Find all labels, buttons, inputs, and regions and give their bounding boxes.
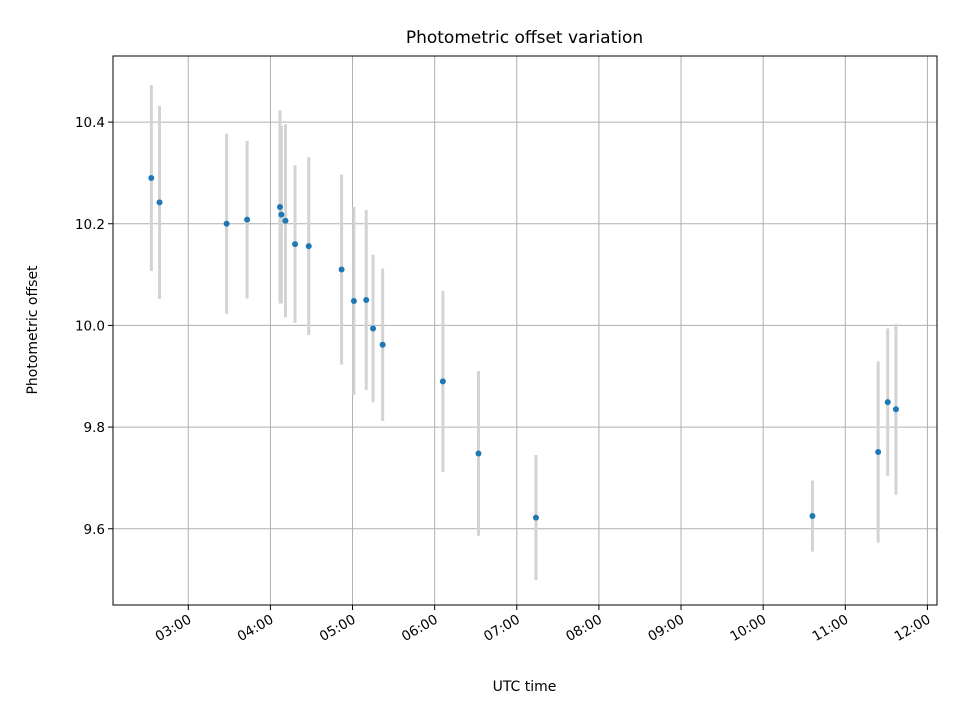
data-point — [282, 217, 289, 224]
point-layer — [148, 175, 899, 521]
plot-frame — [112, 55, 938, 606]
y-tick-label: 10.2 — [75, 217, 105, 233]
grid-layer — [113, 56, 937, 605]
y-axis-label: Photometric offset — [25, 265, 41, 395]
data-point — [370, 325, 377, 332]
data-point — [892, 406, 899, 413]
data-point — [363, 297, 370, 303]
data-point — [148, 175, 155, 181]
data-point — [276, 203, 283, 210]
data-point — [292, 241, 299, 248]
chart-title: Photometric offset variation — [406, 28, 643, 48]
data-point — [475, 450, 482, 457]
y-tick-label: 10.0 — [75, 318, 105, 334]
data-point — [809, 513, 816, 520]
data-point — [244, 216, 251, 223]
data-point — [156, 199, 163, 206]
data-point — [875, 448, 882, 455]
data-point — [338, 266, 345, 273]
data-point — [305, 243, 312, 250]
y-tick-label: 10.4 — [75, 115, 105, 131]
y-tick-label: 9.6 — [84, 522, 105, 538]
data-point — [223, 220, 230, 227]
data-point — [884, 399, 891, 406]
y-tick-label: 9.8 — [84, 420, 105, 436]
data-point — [350, 298, 357, 305]
x-axis-label: UTC time — [493, 679, 557, 695]
data-point — [278, 211, 285, 218]
data-point — [439, 378, 446, 385]
data-point — [532, 514, 539, 521]
data-point — [379, 341, 386, 348]
